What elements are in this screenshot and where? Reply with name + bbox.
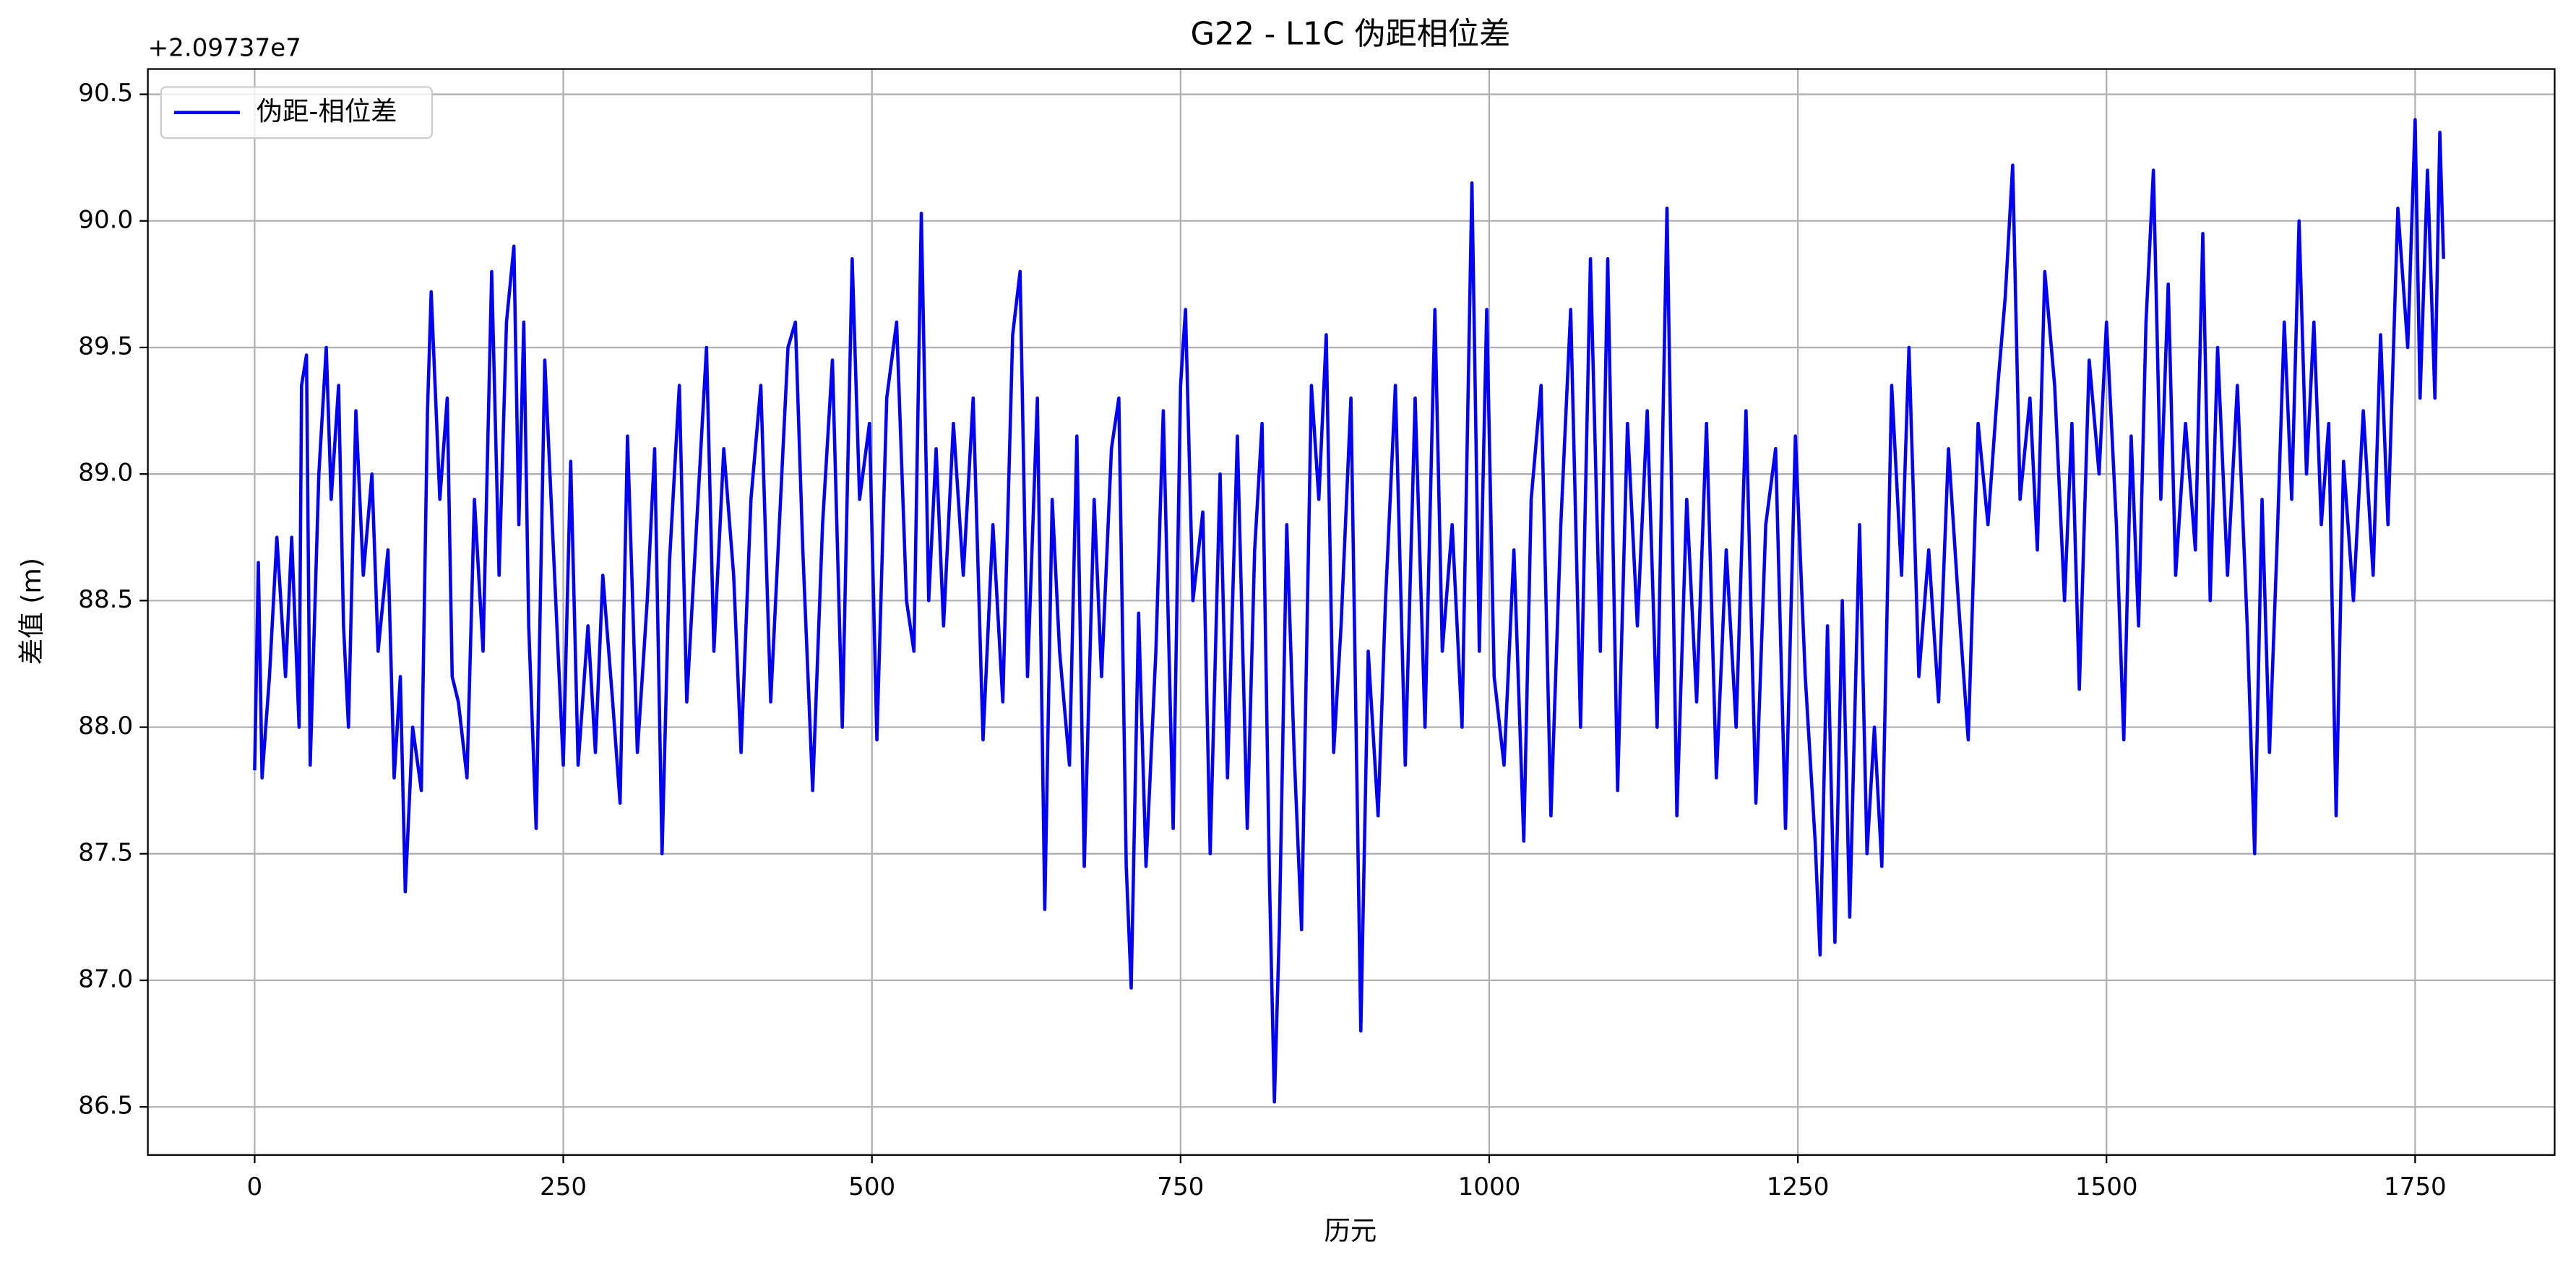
y-tick-label: 87.5	[78, 838, 133, 867]
x-tick-label: 1750	[2384, 1172, 2447, 1201]
y-tick-label: 88.0	[78, 712, 133, 740]
data-line	[253, 118, 2445, 1104]
y-tick-label: 90.0	[78, 205, 133, 234]
x-tick-label: 1000	[1458, 1172, 1521, 1201]
x-tick-label: 500	[848, 1172, 895, 1201]
x-tick-label: 0	[247, 1172, 263, 1201]
y-tick-label: 86.5	[78, 1092, 133, 1120]
x-tick-label: 1250	[1767, 1172, 1830, 1201]
y-tick-label: 87.0	[78, 965, 133, 994]
offset-text: +2.09737e7	[148, 34, 301, 63]
y-tick-label: 89.5	[78, 332, 133, 360]
plot-frame	[147, 68, 2556, 1156]
y-tick-label: 89.0	[78, 459, 133, 488]
x-tick-label: 250	[540, 1172, 587, 1201]
legend-box	[160, 86, 434, 139]
y-axis-label: 差值 (m)	[16, 558, 47, 665]
x-tick-label: 1500	[2075, 1172, 2138, 1201]
chart-title: G22 - L1C 伪距相位差	[1191, 17, 1511, 53]
x-tick-label: 750	[1157, 1172, 1204, 1201]
y-tick-label: 90.5	[78, 79, 133, 108]
y-tick-label: 88.5	[78, 585, 133, 614]
legend-label: 伪距-相位差	[257, 95, 397, 126]
x-axis-label: 历元	[1324, 1215, 1377, 1246]
